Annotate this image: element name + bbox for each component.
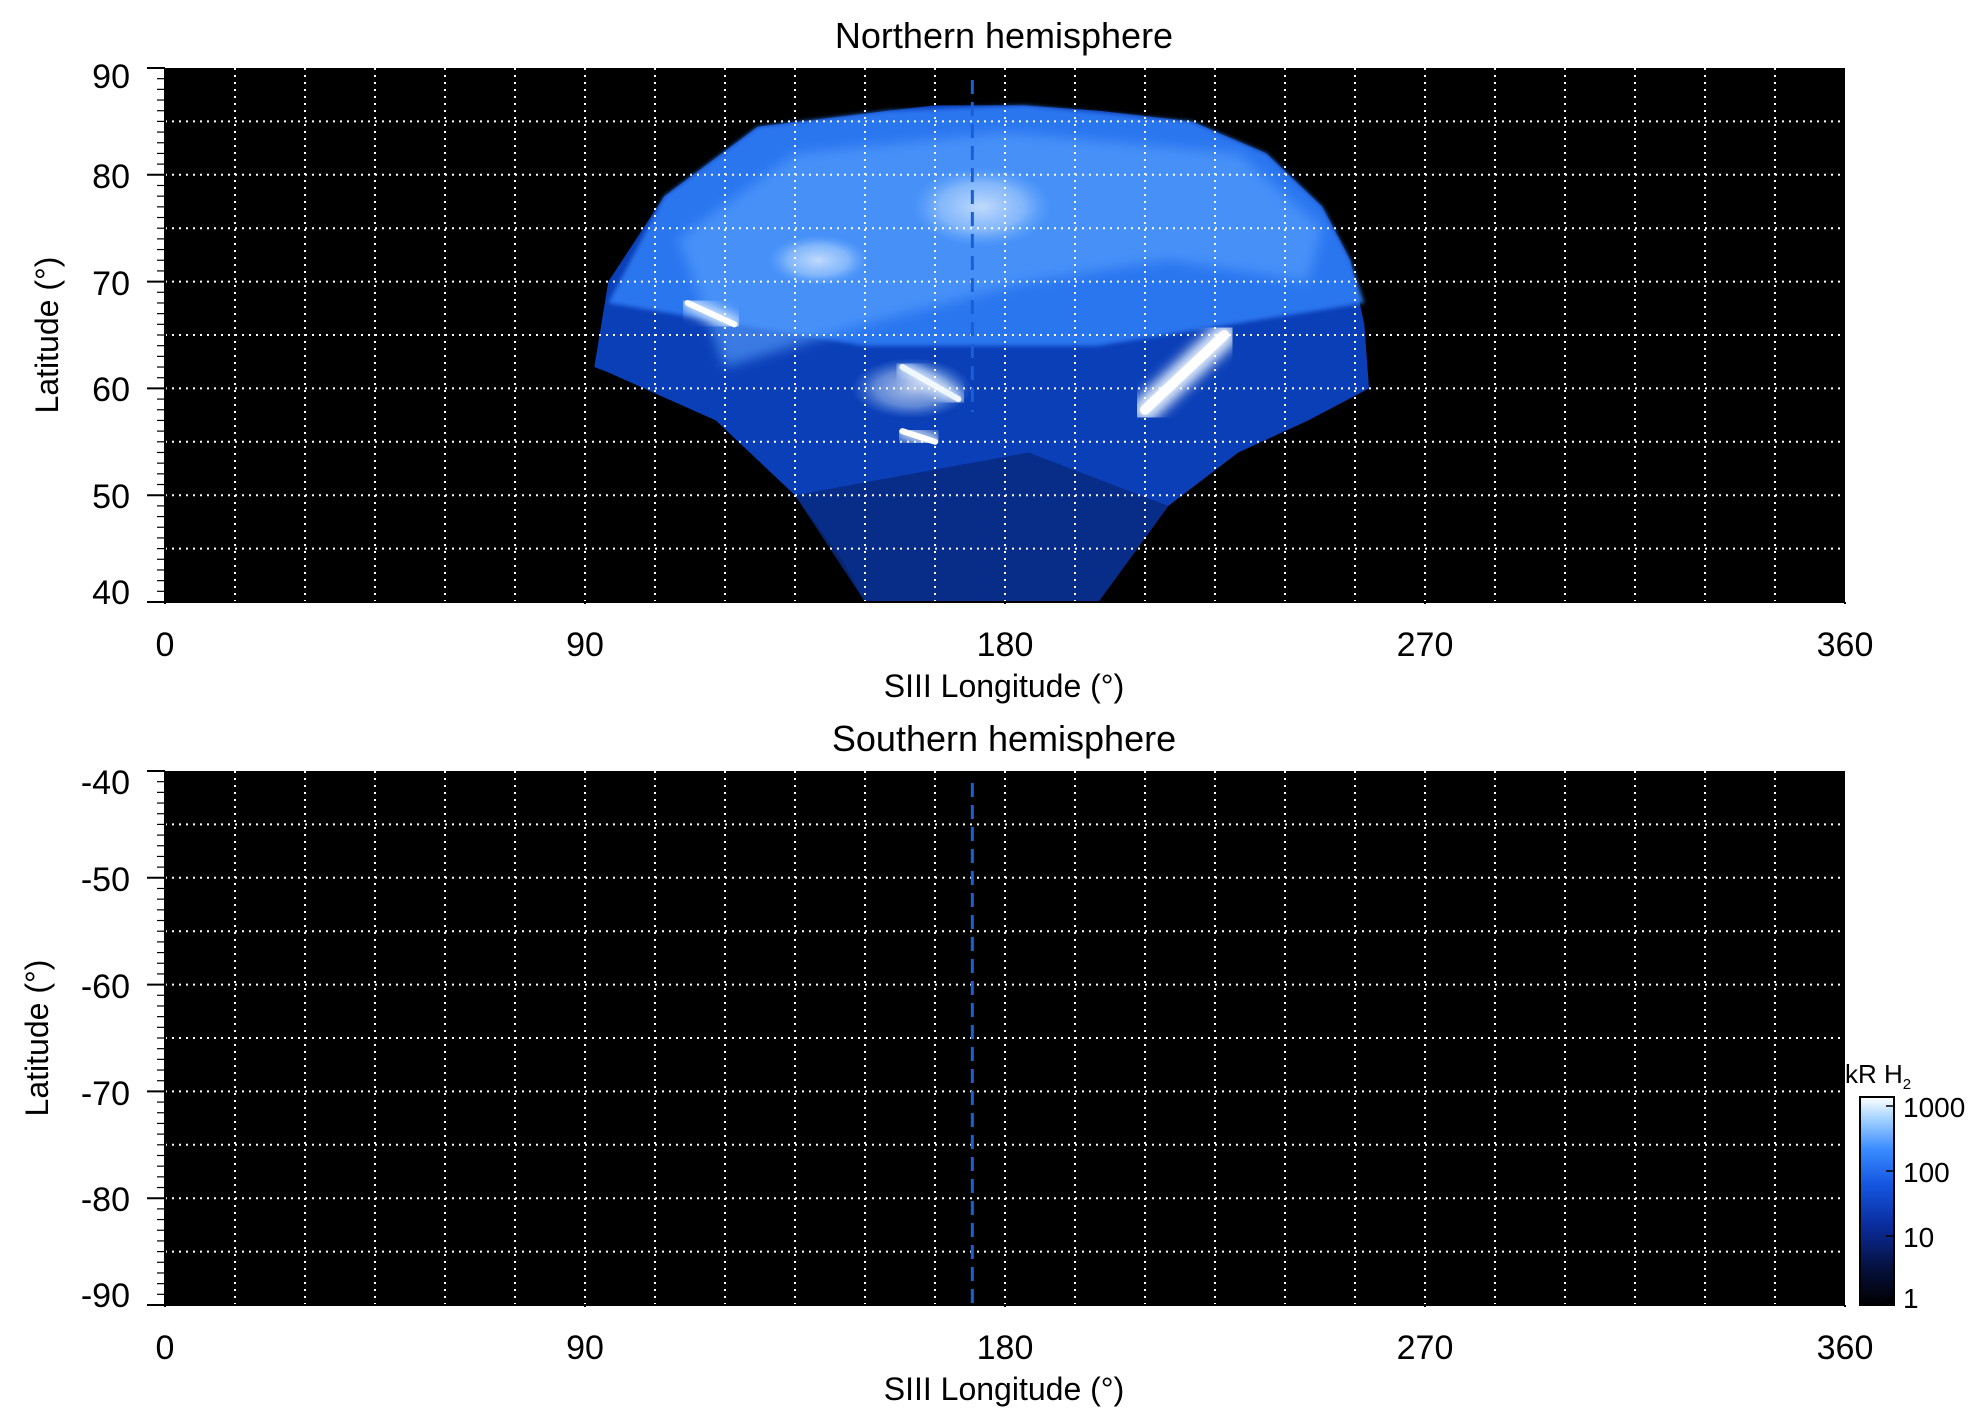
x-axis-label-north: SIII Longitude (°) [884, 668, 1124, 704]
y-tick-label: -70 [81, 1075, 130, 1113]
y-axis-label-north: Latitude (°) [29, 257, 65, 414]
x-tick-label: 0 [156, 1329, 175, 1367]
panel-southern: Southern hemisphere 0 90 180 270 360 -40… [19, 718, 1873, 1407]
x-tick-labels-north: 0 90 180 270 360 [156, 626, 1874, 664]
colorbar-label-subscript: 2 [1903, 1076, 1911, 1093]
colorbar-tick-label: 1000 [1903, 1092, 1965, 1123]
colorbar-label-main: kR H [1845, 1059, 1903, 1089]
y-tick-label: -40 [81, 764, 130, 802]
x-tick-label: 90 [566, 626, 604, 664]
x-tick-label: 270 [1397, 1329, 1454, 1367]
y-axis-label-south: Latitude (°) [19, 960, 55, 1117]
aurora-bright-core [899, 428, 938, 445]
colorbar-tick-label: 1 [1903, 1283, 1919, 1314]
y-tick-label: 80 [92, 158, 130, 196]
aurora-bright-core [684, 299, 738, 328]
aurora-diffuse-patch [768, 235, 869, 286]
x-tick-label: 0 [156, 626, 175, 664]
y-tick-labels-south: -40 -50 -60 -70 -80 -90 [81, 764, 130, 1315]
x-tick-label: 360 [1817, 626, 1874, 664]
y-tick-label: -60 [81, 968, 130, 1006]
x-tick-label: 360 [1817, 1329, 1874, 1367]
y-tick-labels-north: 40 50 60 70 80 90 [92, 58, 130, 612]
y-tick-label: -90 [81, 1277, 130, 1315]
y-tick-label: 40 [92, 574, 130, 612]
aurora-bright-core [1140, 330, 1230, 415]
x-axis-label-south: SIII Longitude (°) [884, 1371, 1124, 1407]
aurora-image-north [594, 105, 1369, 603]
chart-title-north: Northern hemisphere [835, 15, 1173, 56]
colorbar-tick-label: 10 [1903, 1222, 1934, 1253]
aurora-diffuse-patch [911, 166, 1052, 247]
colorbar-ticks [1886, 1105, 1894, 1301]
y-tick-label: 60 [92, 371, 130, 409]
aurora-mid-glow [678, 132, 1323, 367]
grid-south [165, 771, 1845, 1305]
axis-ticks-south [147, 770, 1846, 1307]
y-tick-label: 50 [92, 478, 130, 516]
x-tick-labels-south: 0 90 180 270 360 [156, 1329, 1874, 1367]
y-tick-label: 90 [92, 58, 130, 96]
colorbar: kR H2 1000 100 10 1 [1845, 1059, 1965, 1314]
colorbar-label: kR H2 [1845, 1059, 1911, 1093]
colorbar-tick-label: 100 [1903, 1157, 1950, 1188]
y-tick-label: 70 [92, 265, 130, 303]
x-tick-label: 180 [977, 626, 1034, 664]
panel-northern: Northern hemisphere 0 90 180 270 360 40 … [29, 15, 1873, 704]
x-tick-label: 180 [977, 1329, 1034, 1367]
y-tick-label: -50 [81, 861, 130, 899]
x-tick-label: 270 [1397, 626, 1454, 664]
colorbar-gradient [1859, 1096, 1895, 1306]
aurora-diffuse-patch [851, 358, 972, 419]
axis-ticks-north [147, 67, 1846, 604]
x-tick-label: 90 [566, 1329, 604, 1367]
y-tick-label: -80 [81, 1181, 130, 1219]
grid-north [165, 68, 1845, 602]
chart-title-south: Southern hemisphere [832, 718, 1176, 759]
